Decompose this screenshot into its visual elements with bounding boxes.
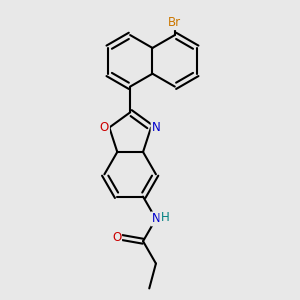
- Text: H: H: [160, 212, 169, 224]
- Text: O: O: [112, 231, 121, 244]
- Text: Br: Br: [168, 16, 181, 29]
- Text: N: N: [152, 121, 160, 134]
- Text: O: O: [100, 121, 109, 134]
- Text: N: N: [152, 212, 160, 225]
